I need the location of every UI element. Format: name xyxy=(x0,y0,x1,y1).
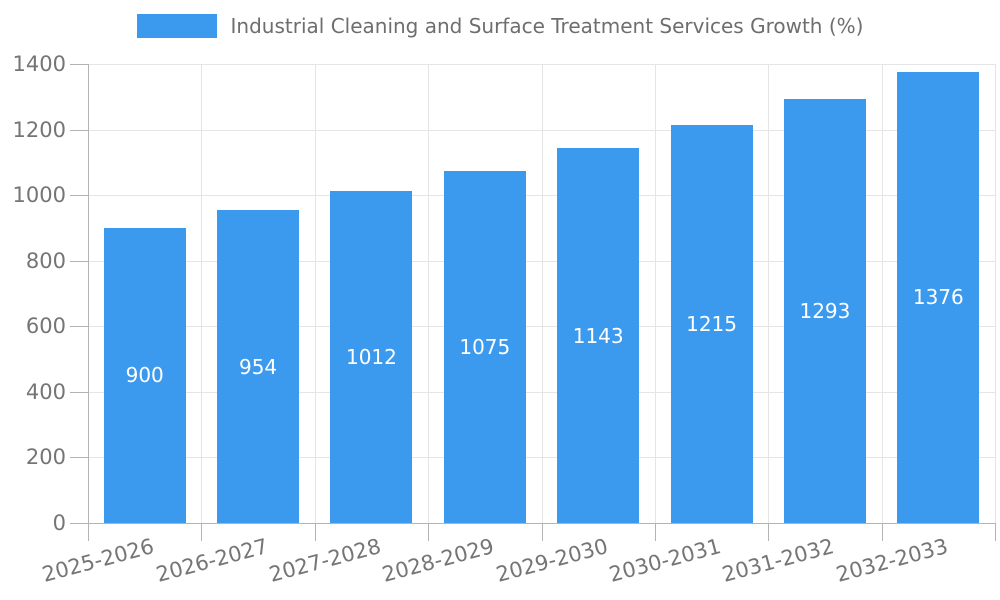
v-gridline xyxy=(995,64,996,523)
bar[interactable] xyxy=(217,210,300,523)
bar-value-label: 900 xyxy=(125,363,164,388)
y-tick-label: 1200 xyxy=(12,118,66,142)
bar[interactable] xyxy=(330,191,413,523)
y-tick-label: 0 xyxy=(52,511,66,535)
bar[interactable] xyxy=(103,227,186,523)
y-tick-mark xyxy=(70,457,88,458)
x-tick-label: 2028-2029 xyxy=(379,534,497,587)
v-gridline xyxy=(428,64,429,523)
y-tick-mark xyxy=(70,326,88,327)
bar-value-label: 1293 xyxy=(799,299,851,324)
bar[interactable] xyxy=(443,170,526,523)
y-tick-mark xyxy=(70,523,88,524)
v-gridline xyxy=(315,64,316,523)
bar-value-label: 1143 xyxy=(572,323,624,348)
y-tick-label: 1000 xyxy=(12,183,66,207)
x-tick-mark xyxy=(768,523,769,541)
y-axis-line xyxy=(88,64,89,523)
bar[interactable] xyxy=(557,148,640,523)
v-gridline xyxy=(542,64,543,523)
y-tick-label: 800 xyxy=(25,249,66,273)
x-tick-mark xyxy=(201,523,202,541)
bar-value-label: 1376 xyxy=(912,285,964,310)
v-gridline xyxy=(768,64,769,523)
y-tick-mark xyxy=(70,392,88,393)
y-tick-label: 200 xyxy=(25,445,66,469)
x-tick-mark xyxy=(88,523,89,541)
v-gridline xyxy=(201,64,202,523)
legend-title-label[interactable]: Industrial Cleaning and Surface Treatmen… xyxy=(230,14,864,38)
x-tick-label: 2025-2026 xyxy=(39,534,157,587)
h-gridline xyxy=(88,326,995,327)
bar[interactable] xyxy=(783,99,866,523)
v-gridline xyxy=(655,64,656,523)
x-tick-label: 2026-2027 xyxy=(153,534,271,587)
bar-value-label: 1012 xyxy=(345,345,397,370)
y-tick-mark xyxy=(70,130,88,131)
y-tick-label: 400 xyxy=(25,380,66,404)
x-tick-mark xyxy=(428,523,429,541)
x-tick-mark xyxy=(882,523,883,541)
bar-value-label: 1215 xyxy=(686,311,738,336)
x-tick-mark xyxy=(542,523,543,541)
y-tick-label: 600 xyxy=(25,314,66,338)
h-gridline xyxy=(88,457,995,458)
chart-legend: Industrial Cleaning and Surface Treatmen… xyxy=(0,14,1000,38)
x-tick-label: 2030-2031 xyxy=(606,534,724,587)
x-tick-label: 2032-2033 xyxy=(833,534,951,587)
bar-value-label: 954 xyxy=(238,354,278,379)
x-tick-mark xyxy=(655,523,656,541)
y-tick-mark xyxy=(70,64,88,65)
h-gridline xyxy=(88,130,995,131)
h-gridline xyxy=(88,261,995,262)
y-tick-label: 1400 xyxy=(12,52,66,76)
x-tick-label: 2029-2030 xyxy=(493,534,611,587)
v-gridline xyxy=(882,64,883,523)
legend-swatch[interactable] xyxy=(136,14,217,38)
x-tick-mark xyxy=(995,523,996,541)
h-gridline xyxy=(88,392,995,393)
y-tick-mark xyxy=(70,261,88,262)
bar-value-label: 1075 xyxy=(459,334,511,359)
bar[interactable] xyxy=(897,71,980,523)
x-tick-label: 2031-2032 xyxy=(720,534,837,587)
bar[interactable] xyxy=(670,124,753,523)
x-tick-label: 2027-2028 xyxy=(266,534,384,587)
h-gridline xyxy=(88,195,995,196)
x-axis-line xyxy=(88,523,996,524)
y-tick-mark xyxy=(70,195,88,196)
x-tick-mark xyxy=(315,523,316,541)
h-gridline xyxy=(88,64,995,65)
